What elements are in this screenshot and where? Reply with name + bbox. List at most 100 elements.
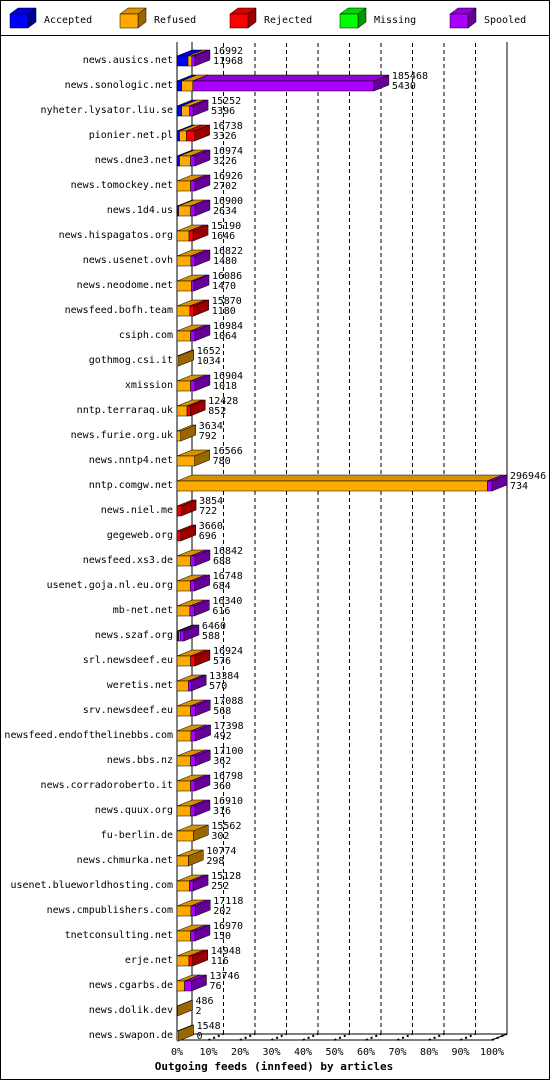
bar-segment-face xyxy=(176,830,194,842)
bar-segment xyxy=(191,274,210,292)
bar-segment-face xyxy=(176,905,192,917)
bar-segment-face xyxy=(176,580,191,592)
bar-segment xyxy=(189,99,209,117)
bar-segment-face xyxy=(188,955,194,967)
y-tick-label: news.bbs.nz xyxy=(107,755,173,766)
legend-swatch xyxy=(119,7,147,29)
bar-segment xyxy=(176,999,193,1017)
bar-segment-face xyxy=(176,355,180,367)
data-label: 16822 xyxy=(213,246,243,257)
bar-segment-face xyxy=(191,55,196,67)
legend-swatch-face xyxy=(9,13,29,29)
y-tick-label: weretis.net xyxy=(107,680,173,691)
bar-segment-face xyxy=(179,130,187,142)
data-label: 16910 xyxy=(213,796,243,807)
data-label: 16984 xyxy=(213,321,243,332)
bar-segment-face xyxy=(176,330,191,342)
y-tick-label: newsfeed.endofthelinebbs.com xyxy=(4,730,173,741)
bar-segment-face xyxy=(176,405,188,417)
bar-segment-face xyxy=(191,280,195,292)
y-tick-label: news.swapon.de xyxy=(89,1030,173,1041)
bar-segment-face xyxy=(176,505,182,517)
bar-segment xyxy=(188,949,208,967)
bar-segment xyxy=(176,474,503,492)
y-tick-label: fu-berlin.de xyxy=(101,830,173,841)
y-tick-label: usenet.goja.nl.eu.org xyxy=(47,580,173,591)
bar-segment-face xyxy=(176,655,191,667)
bar-segment-face xyxy=(176,255,192,267)
y-tick-label: srl.newsdeef.eu xyxy=(83,655,173,666)
data-label: 150 xyxy=(213,931,231,942)
data-label: 13746 xyxy=(209,971,239,982)
data-label: 16738 xyxy=(213,121,243,132)
bar-segment-face xyxy=(176,230,190,242)
data-label: 2634 xyxy=(213,206,237,217)
bar-segment xyxy=(188,224,209,242)
x-tick-label: 30% xyxy=(262,1047,280,1058)
bar-segment xyxy=(487,474,508,492)
x-axis-title: Outgoing feeds (innfeed) by articles xyxy=(155,1060,393,1073)
data-label: 1480 xyxy=(213,256,237,267)
x-tick-label: 50% xyxy=(325,1047,343,1058)
data-label: 568 xyxy=(213,706,231,717)
data-label: 17118 xyxy=(213,896,243,907)
bar-segment xyxy=(176,449,210,467)
bar-segment-face xyxy=(190,780,196,792)
y-tick-label: xmission xyxy=(125,380,173,391)
bar-segment-face xyxy=(189,880,194,892)
y-tick-label: news.sonologic.net xyxy=(65,80,173,91)
data-label: 16904 xyxy=(213,371,243,382)
legend-label: Rejected xyxy=(264,15,312,26)
bar-segment xyxy=(186,124,210,142)
bar-segment-face xyxy=(176,605,191,617)
bar-segment-face xyxy=(190,655,196,667)
data-label: 16970 xyxy=(213,921,243,932)
bar-segment-face xyxy=(190,205,196,217)
bar-segment xyxy=(188,674,207,692)
bar-segment xyxy=(190,199,211,217)
y-tick-label: news.tomockey.net xyxy=(71,180,173,191)
y-tick-label: srv.newsdeef.eu xyxy=(83,705,173,716)
data-label: 684 xyxy=(213,581,231,592)
bar-segment-face xyxy=(187,55,193,67)
data-label: 696 xyxy=(199,531,217,542)
bar-segment-face xyxy=(189,580,195,592)
bar-segment-face xyxy=(176,105,182,117)
bar-segment xyxy=(190,649,211,667)
data-label: 16992 xyxy=(213,46,243,57)
bar-segment-face xyxy=(189,605,195,617)
data-label: 15562 xyxy=(211,821,241,832)
bar-segment-face xyxy=(176,880,190,892)
data-label: 15190 xyxy=(211,221,241,232)
bar-segment xyxy=(190,374,211,392)
x-tick-label: 10% xyxy=(199,1047,217,1058)
bar-segment xyxy=(176,349,195,367)
bar-segment-face xyxy=(176,930,191,942)
x-tick-label: 20% xyxy=(231,1047,249,1058)
bar-segment-face xyxy=(176,855,189,867)
data-label: 0 xyxy=(197,1031,203,1042)
y-tick-label: csiph.com xyxy=(119,330,173,341)
bar-segment xyxy=(189,299,209,317)
bar-segment xyxy=(184,974,207,992)
y-tick-label: erje.net xyxy=(125,955,173,966)
data-label: 3226 xyxy=(213,156,237,167)
bar-segment xyxy=(190,149,211,167)
bar-segment-face xyxy=(188,680,192,692)
y-tick-label: tnetconsulting.net xyxy=(65,930,173,941)
data-label: 16900 xyxy=(213,196,243,207)
bar-segment-face xyxy=(184,980,192,992)
y-tick-label: newsfeed.bofh.team xyxy=(65,305,173,316)
bar-segment xyxy=(190,724,211,742)
data-label: 1652 xyxy=(197,346,221,357)
bar-segment-face xyxy=(189,105,194,117)
data-label: 17100 xyxy=(213,746,243,757)
data-label: 360 xyxy=(213,781,231,792)
bar-segment-face xyxy=(176,180,191,192)
y-tick-label: newsfeed.xs3.de xyxy=(83,555,173,566)
y-tick-label: news.dolik.dev xyxy=(89,1005,173,1016)
data-label: 15252 xyxy=(211,96,241,107)
bar-segment xyxy=(190,324,211,342)
bar-segment-face xyxy=(190,930,196,942)
